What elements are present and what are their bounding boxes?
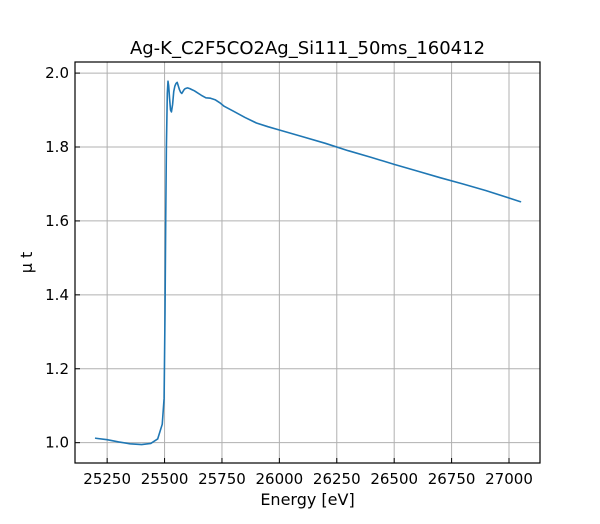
y-tick-label: 1.4	[45, 286, 69, 304]
tick-marks	[75, 72, 510, 463]
x-tick-label: 25250	[83, 470, 131, 488]
y-tick-label: 2.0	[45, 64, 69, 82]
chart-title: Ag-K_C2F5CO2Ag_Si111_50ms_160412	[130, 38, 485, 59]
x-tick-label: 27000	[485, 470, 533, 488]
y-tick-label: 1.6	[45, 212, 69, 230]
x-tick-label: 26000	[256, 470, 304, 488]
x-tick-label: 26750	[428, 470, 476, 488]
x-tick-label: 25500	[141, 470, 189, 488]
grid-lines	[75, 62, 540, 463]
x-axis-label: Energy [eV]	[260, 490, 354, 509]
y-tick-label: 1.2	[45, 360, 69, 378]
plot-frame	[74, 61, 541, 464]
x-tick-labels: 25250 25500 25750 26000 26250 26500 26750 27000	[83, 470, 533, 488]
series-line	[94, 80, 522, 446]
y-tick-label: 1.0	[45, 434, 69, 452]
y-tick-label: 1.8	[45, 138, 69, 156]
series-layer	[94, 80, 522, 446]
x-tick-label: 25750	[198, 470, 246, 488]
y-tick-labels: 1.0 1.2 1.4 1.6 1.8 2.0	[45, 64, 69, 452]
x-tick-label: 26250	[313, 470, 361, 488]
y-axis-label: μ t	[17, 252, 36, 274]
x-tick-label: 26500	[370, 470, 418, 488]
